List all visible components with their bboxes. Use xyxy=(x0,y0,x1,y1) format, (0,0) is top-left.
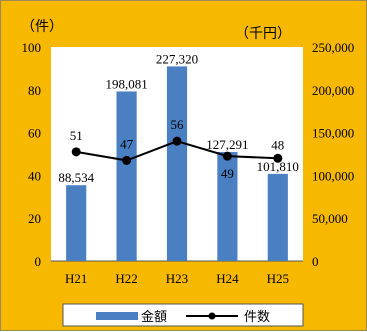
y-left-tick-label: 20 xyxy=(28,211,41,226)
line-point xyxy=(172,136,182,146)
legend-line-marker xyxy=(208,312,216,320)
y-right-tick-label: 200,000 xyxy=(312,83,354,98)
y-right-tick-label: 250,000 xyxy=(312,40,354,55)
line-data-label: 49 xyxy=(221,166,234,181)
line-data-label: 47 xyxy=(120,136,134,151)
y-right-unit-label: （千円） xyxy=(235,26,291,42)
bar-data-label: 198,081 xyxy=(105,76,147,91)
line-data-labels: 51 47 56 49 48 xyxy=(70,117,285,181)
legend-line-label: 件数 xyxy=(244,310,270,325)
y-left-tick-label: 100 xyxy=(22,40,42,55)
line-data-label: 56 xyxy=(171,117,185,132)
bar-data-label: 227,320 xyxy=(156,51,198,66)
y-left-tick-label: 80 xyxy=(28,83,41,98)
x-tick-label: H22 xyxy=(115,271,137,286)
legend-bar-swatch xyxy=(96,312,138,320)
bar-data-label: 88,534 xyxy=(58,170,94,185)
bar xyxy=(267,173,288,261)
legend-box xyxy=(62,303,304,327)
bar xyxy=(66,185,87,261)
line-series xyxy=(71,136,283,165)
bar xyxy=(166,66,188,261)
y-right-tick-label: 100,000 xyxy=(312,168,354,183)
bar-data-label: 127,291 xyxy=(206,137,248,152)
line-point xyxy=(222,151,232,161)
x-tick-label: H24 xyxy=(216,271,239,286)
x-tick-label: H25 xyxy=(267,271,289,286)
bar-data-label: 101,810 xyxy=(257,159,299,174)
y-right-tick-label: 50,000 xyxy=(312,211,348,226)
legend: 金額 件数 xyxy=(62,303,304,327)
bar xyxy=(217,152,238,261)
y-right-ticks: 0 50,000 100,000 150,000 200,000 250,000 xyxy=(312,40,354,269)
line-point xyxy=(273,153,283,163)
bar-data-labels: 88,534 198,081 227,320 127,291 101,810 xyxy=(58,51,299,185)
y-left-unit-label: （件） xyxy=(21,19,63,35)
line-data-label: 51 xyxy=(70,128,83,143)
legend-bar-label: 金額 xyxy=(141,309,167,325)
y-right-tick-label: 150,000 xyxy=(312,126,354,141)
line-data-label: 48 xyxy=(271,137,284,152)
x-ticks: H21 H22 H23 H24 H25 xyxy=(65,271,289,286)
x-tick-label: H23 xyxy=(166,271,188,286)
bar xyxy=(116,91,137,262)
y-left-tick-label: 40 xyxy=(28,168,41,183)
y-left-tick-label: 60 xyxy=(28,126,41,141)
line-point xyxy=(122,155,132,165)
x-tick-label: H21 xyxy=(65,271,87,286)
line-point xyxy=(71,147,81,157)
y-left-tick-label: 0 xyxy=(35,254,42,269)
y-right-tick-label: 0 xyxy=(312,254,319,269)
y-left-ticks: 0 20 40 60 80 100 xyxy=(22,40,42,269)
bar-series xyxy=(66,66,288,262)
